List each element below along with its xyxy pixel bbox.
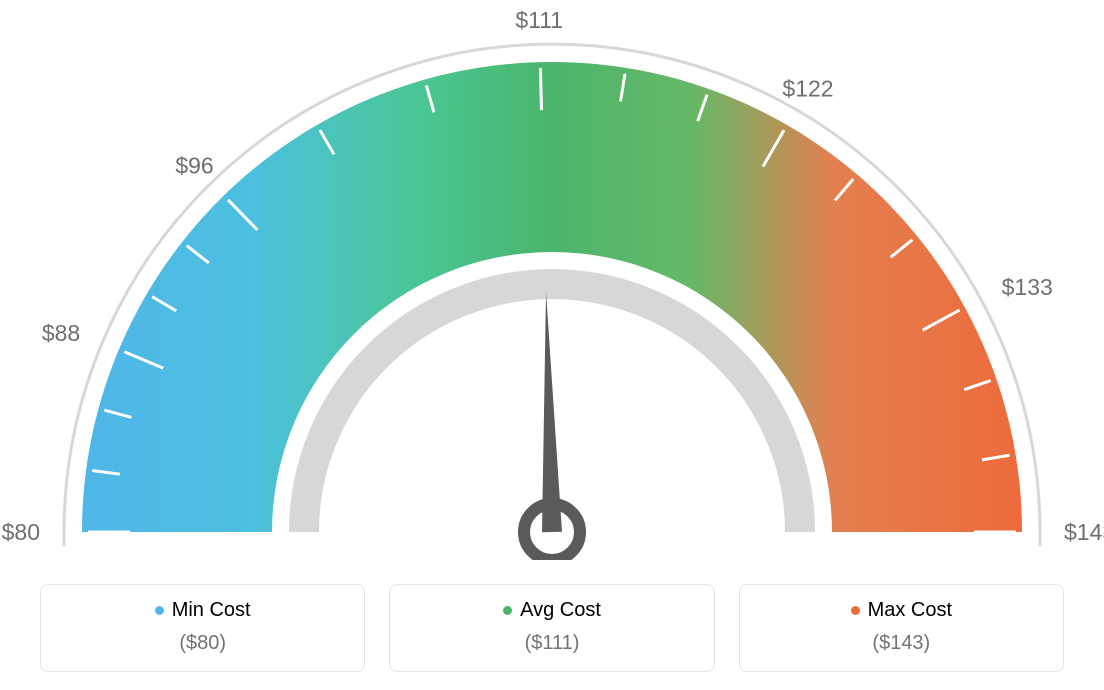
legend-value-avg: ($111) <box>400 632 703 655</box>
svg-text:$80: $80 <box>2 519 40 545</box>
dot-icon <box>155 606 164 615</box>
svg-text:$96: $96 <box>175 152 213 178</box>
dot-icon <box>503 606 512 615</box>
legend-card-min: Min Cost ($80) <box>40 584 365 672</box>
legend-title-min: Min Cost <box>51 599 354 622</box>
svg-text:$133: $133 <box>1002 274 1053 300</box>
svg-text:$143: $143 <box>1064 519 1104 545</box>
legend-label: Max Cost <box>868 599 952 621</box>
cost-gauge-container: $80 $88 $96 $111 $122 $133 $143 Min Cost ($80)… <box>0 0 1104 690</box>
svg-text:$111: $111 <box>515 7 563 33</box>
legend-title-avg: Avg Cost <box>400 599 703 622</box>
legend-card-avg: Avg Cost ($111) <box>389 584 714 672</box>
legend-title-max: Max Cost <box>750 599 1053 622</box>
gauge-chart: $80 $88 $96 $111 $122 $133 $143 <box>0 0 1104 560</box>
legend-value-max: ($143) <box>750 632 1053 655</box>
legend-label: Min Cost <box>172 599 251 621</box>
dot-icon <box>851 606 860 615</box>
legend-value-min: ($80) <box>51 632 354 655</box>
svg-text:$122: $122 <box>782 76 833 102</box>
legend-row: Min Cost ($80) Avg Cost ($111) Max Cost … <box>0 584 1104 672</box>
svg-text:$88: $88 <box>42 320 80 346</box>
legend-label: Avg Cost <box>520 599 601 621</box>
legend-card-max: Max Cost ($143) <box>739 584 1064 672</box>
